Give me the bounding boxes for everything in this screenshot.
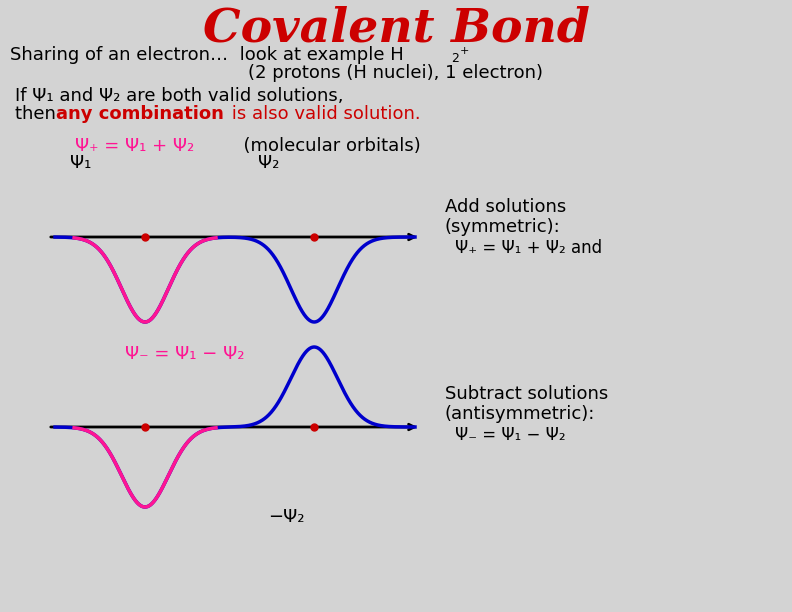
Text: Sharing of an electron…  look at example H: Sharing of an electron… look at example … [10,46,404,64]
Text: Ψ₊ = Ψ₁ + Ψ₂: Ψ₊ = Ψ₁ + Ψ₂ [75,137,194,155]
Text: Add solutions: Add solutions [445,198,566,216]
Text: is also valid solution.: is also valid solution. [226,105,421,123]
Text: Ψ₋ = Ψ₁ − Ψ₂: Ψ₋ = Ψ₁ − Ψ₂ [455,426,565,444]
Text: (2 protons (H nuclei), 1 electron): (2 protons (H nuclei), 1 electron) [249,64,543,82]
Text: Ψ₂: Ψ₂ [258,154,280,172]
Text: (symmetric):: (symmetric): [445,218,561,236]
Text: Ψ₋ = Ψ₁ − Ψ₂: Ψ₋ = Ψ₁ − Ψ₂ [125,345,245,363]
Text: Ψ₁: Ψ₁ [70,154,91,172]
Text: Ψ₊ = Ψ₁ + Ψ₂ and: Ψ₊ = Ψ₁ + Ψ₂ and [455,239,602,257]
Text: +: + [460,46,470,56]
Text: Subtract solutions: Subtract solutions [445,385,608,403]
Text: Covalent Bond: Covalent Bond [203,6,589,52]
Text: (antisymmetric):: (antisymmetric): [445,405,596,423]
Text: any combination: any combination [56,105,224,123]
Text: 2: 2 [451,51,459,64]
Text: If Ψ₁ and Ψ₂ are both valid solutions,: If Ψ₁ and Ψ₂ are both valid solutions, [15,87,344,105]
Text: (molecular orbitals): (molecular orbitals) [232,137,421,155]
Text: then: then [15,105,62,123]
Text: −Ψ₂: −Ψ₂ [268,508,304,526]
